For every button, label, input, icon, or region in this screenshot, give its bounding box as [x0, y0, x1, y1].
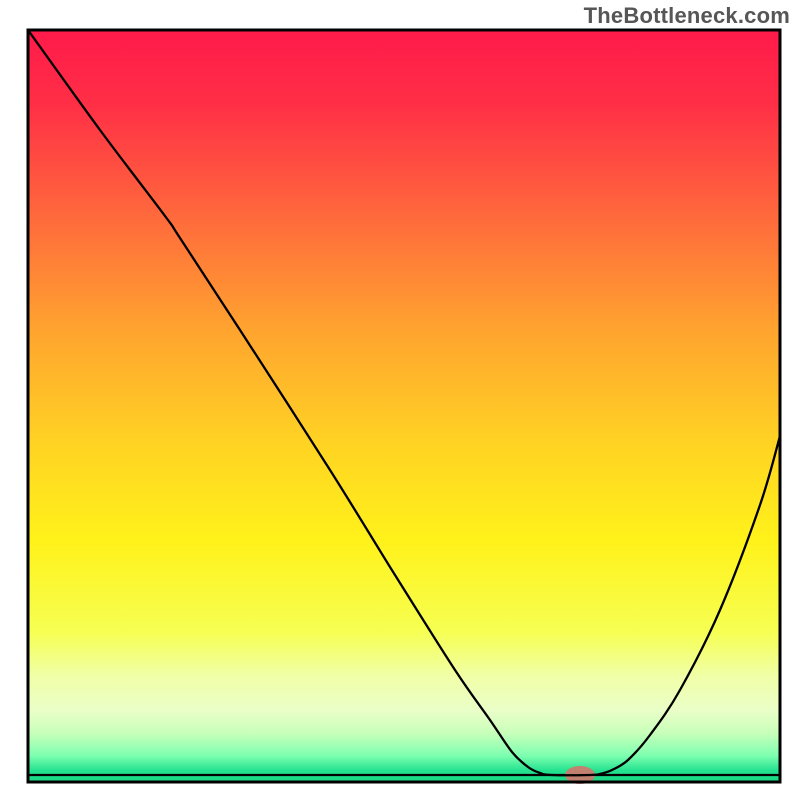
watermark-text: TheBottleneck.com — [584, 3, 790, 29]
gradient-background — [28, 30, 780, 782]
bottleneck-chart — [0, 0, 800, 800]
chart-container: TheBottleneck.com — [0, 0, 800, 800]
